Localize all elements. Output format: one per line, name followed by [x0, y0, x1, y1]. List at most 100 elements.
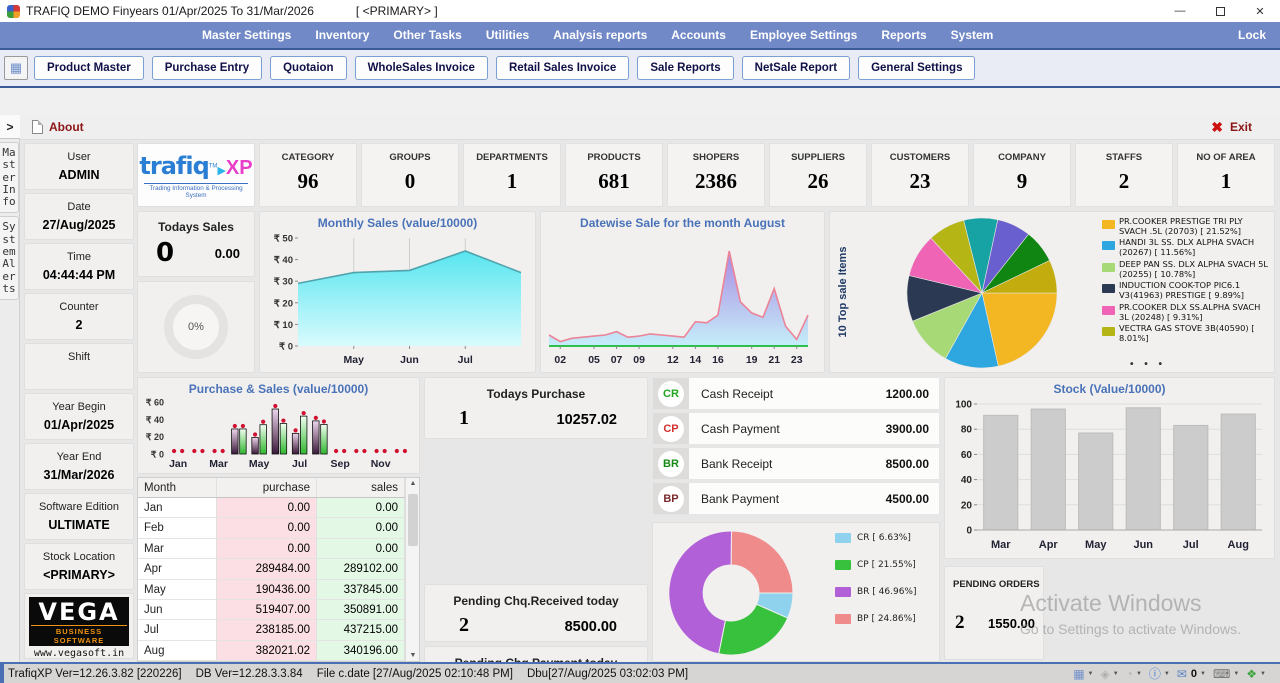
top-items-pie-chart [904, 215, 1060, 376]
menu-system[interactable]: System [950, 28, 994, 42]
svg-text:05: 05 [588, 354, 600, 366]
svg-text:80: 80 [961, 425, 973, 436]
dropdown-caret-icon[interactable]: ▼ [1200, 670, 1206, 677]
menu-reports[interactable]: Reports [881, 28, 927, 42]
cash-row-cash-payment[interactable]: CP Cash Payment 3900.00 [652, 412, 940, 445]
services-icon[interactable]: ❖ [1246, 666, 1258, 681]
legend-more-indicator[interactable]: • • • [1130, 359, 1167, 370]
menu-items: Master Settings Inventory Other Tasks Utili… [190, 22, 1005, 48]
panel-icon[interactable]: ▦ [1073, 666, 1085, 681]
menu-lock[interactable]: Lock [1237, 28, 1266, 42]
svg-text:Sep: Sep [330, 458, 349, 470]
datewise-sales-title: Datewise Sale for the month August [580, 216, 785, 230]
scroll-up-icon[interactable]: ▲ [409, 480, 417, 487]
expand-sidebar-button[interactable]: > [0, 115, 20, 139]
svg-text:₹ 10: ₹ 10 [274, 320, 293, 331]
table-row[interactable]: Apr 289484.00 289102.00 [138, 559, 405, 580]
svg-text:14: 14 [690, 354, 702, 366]
sidebar-card-value: <PRIMARY> [43, 568, 115, 582]
toolbar-button-netsale-report[interactable]: NetSale Report [741, 56, 851, 80]
menu-inventory[interactable]: Inventory [315, 28, 370, 42]
toolbar-button-quotaion[interactable]: Quotaion [270, 56, 347, 80]
table-scrollbar[interactable]: ▲ ▼ [405, 478, 419, 661]
minimize-button[interactable]: — [1174, 5, 1186, 17]
send-icon[interactable]: ◈ [1100, 666, 1110, 681]
table-row[interactable]: Aug 382021.02 340196.00 [138, 640, 405, 662]
scroll-down-icon[interactable]: ▼ [409, 652, 417, 659]
menu-employee-settings[interactable]: Employee Settings [749, 28, 858, 42]
stat-card-category: CATEGORY 96 [259, 143, 357, 207]
menu-master-settings[interactable]: Master Settings [202, 28, 292, 42]
svg-text:₹ 30: ₹ 30 [274, 277, 293, 288]
exit-icon[interactable]: ✖ [1211, 118, 1223, 135]
stat-value: 26 [807, 169, 829, 193]
keyboard-icon[interactable]: ⌨ [1213, 666, 1231, 681]
dropdown-caret-icon[interactable]: ▼ [1260, 670, 1266, 677]
toolbar-button-sale-reports[interactable]: Sale Reports [637, 56, 734, 80]
grid-toolbar-button[interactable]: ▦ [4, 56, 28, 80]
sidebar-card-label: Year Begin [52, 401, 106, 413]
col-header-month[interactable]: Month [138, 478, 217, 497]
stat-card-suppliers: SUPPLIERS 26 [769, 143, 867, 207]
table-row[interactable]: Mar 0.00 0.00 [138, 538, 405, 560]
card-amount: 8500.00 [564, 619, 617, 635]
table-row[interactable]: May 190436.00 337845.00 [138, 579, 405, 600]
sidebar-card-label: Stock Location [42, 551, 116, 563]
toolbar-button-wholesales-invoice[interactable]: WholeSales Invoice [354, 56, 488, 80]
sidebar-card-value: 27/Aug/2025 [42, 218, 116, 232]
toolbar-button-purchase-entry[interactable]: Purchase Entry [151, 56, 263, 80]
cell: Jun [138, 599, 217, 620]
scroll-thumb[interactable] [408, 494, 418, 546]
cash-row-bank-receipt[interactable]: BR Bank Receipt 8500.00 [652, 447, 940, 480]
dropdown-caret-icon[interactable]: ▼ [1163, 670, 1170, 677]
toolbar-button-general-settings[interactable]: General Settings [858, 56, 976, 80]
dropdown-caret-icon[interactable]: ▼ [1233, 670, 1240, 677]
svg-text:₹ 20: ₹ 20 [274, 298, 293, 309]
status-accent [0, 664, 4, 683]
close-button[interactable]: ✕ [1255, 5, 1265, 18]
cash-row-cash-receipt[interactable]: CR Cash Receipt 1200.00 [652, 377, 940, 410]
svg-text:07: 07 [611, 354, 623, 366]
svg-text:Mar: Mar [991, 539, 1011, 551]
mail-icon[interactable]: ✉ [1176, 666, 1187, 681]
menu-utilities[interactable]: Utilities [485, 28, 530, 42]
menu-analysis-reports[interactable]: Analysis reports [553, 28, 648, 42]
table-row[interactable]: Jul 238185.00 437215.00 [138, 620, 405, 641]
svg-text:100: 100 [955, 400, 972, 411]
col-header-purchase[interactable]: purchase [217, 478, 317, 497]
legend-swatch [1102, 284, 1115, 294]
exit-button[interactable]: Exit [1229, 120, 1252, 134]
cell: May [138, 579, 217, 599]
dropdown-caret-icon[interactable]: ▼ [1135, 670, 1142, 677]
vega-url[interactable]: www.vegasoft.in [33, 648, 125, 659]
monthly-sales-chart-card: Monthly Sales (value/10000) ₹ 0 ₹ 10 ₹ 20 ₹… [259, 211, 536, 373]
dropdown-caret-icon[interactable]: ▼ [1112, 670, 1119, 677]
badge-cp: CP [658, 415, 684, 442]
dashboard: User ADMIN Date 27/Aug/2025 Time 04:44:44 PM C… [20, 140, 1280, 683]
svg-text:16: 16 [712, 354, 724, 366]
maximize-button[interactable] [1200, 0, 1240, 22]
sidebar-card-label: Date [67, 201, 91, 213]
svg-text:Jul: Jul [1183, 539, 1199, 551]
cash-row-bank-payment[interactable]: BP Bank Payment 4500.00 [652, 482, 940, 515]
cell: Jul [138, 620, 217, 640]
menu-other-tasks[interactable]: Other Tasks [393, 28, 462, 42]
dropdown-caret-icon[interactable]: ▼ [1087, 670, 1094, 677]
gauge-percent: 0% [188, 321, 204, 333]
col-header-sales[interactable]: sales [317, 478, 405, 497]
table-row[interactable]: Feb 0.00 0.00 [138, 518, 405, 539]
cash-row-label: Bank Receipt [701, 456, 773, 471]
info-icon[interactable]: ⓘ [1148, 666, 1161, 681]
stat-value: 1 [506, 169, 518, 193]
toolbar-button-product-master[interactable]: Product Master [34, 56, 144, 80]
toolbar-button-retail-sales-invoice[interactable]: Retail Sales Invoice [495, 56, 630, 80]
menu-accounts[interactable]: Accounts [671, 28, 726, 42]
stat-value: 2 [1118, 169, 1130, 193]
table-row[interactable]: Jan 0.00 0.00 [138, 498, 405, 519]
tab-system-alerts[interactable]: SystemAlerts [0, 216, 19, 301]
legend-swatch [835, 614, 851, 624]
table-row[interactable]: Jun 519407.00 350891.00 [138, 599, 405, 621]
clock-icon[interactable]: ◔ [1125, 666, 1133, 681]
tab-master-info[interactable]: MasterInfo [0, 142, 19, 214]
